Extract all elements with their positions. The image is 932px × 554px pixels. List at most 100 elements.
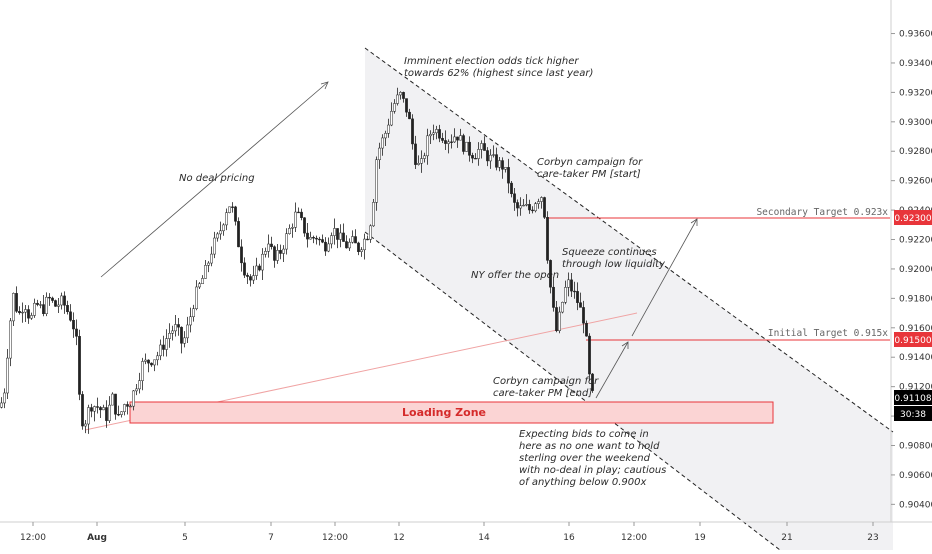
candle-body <box>267 243 270 252</box>
candle-body <box>258 265 261 271</box>
candle-body <box>102 407 105 411</box>
candle-body <box>63 295 66 306</box>
candle-body <box>228 206 231 213</box>
candle-body <box>156 355 159 361</box>
candle-body <box>42 304 45 314</box>
annotations: Imminent election odds tick higher toward… <box>179 56 666 488</box>
annotation-expecting: Expecting bids to come in here as no one … <box>519 429 666 488</box>
candle-body <box>192 308 195 318</box>
candle-body <box>33 302 36 316</box>
candle-body <box>510 182 513 195</box>
time-tick-label: 21 <box>781 533 792 543</box>
candle-body <box>498 160 501 168</box>
price-badges: 0.92300 0.91500 0.91108 30:38 <box>894 210 932 421</box>
annotation-line: care-taker PM [end] <box>493 388 592 399</box>
time-tick-label: 12:00 <box>322 533 348 543</box>
annotation-line: sterling over the weekend <box>519 453 651 464</box>
candle-body <box>144 359 147 362</box>
candle-body <box>9 320 12 359</box>
candle-body <box>189 316 192 326</box>
candle-body <box>483 143 486 151</box>
candle-body <box>384 133 387 139</box>
candle-body <box>459 135 462 141</box>
candle-body <box>522 204 525 207</box>
candle-body <box>357 242 360 252</box>
annotation-line: Expecting bids to come in <box>519 429 649 440</box>
candle-body <box>246 274 249 277</box>
channel-lower-line <box>364 231 781 551</box>
arrow-no-deal-head <box>320 81 329 90</box>
candle-body <box>66 305 69 313</box>
candle-body <box>549 260 552 288</box>
candle-body <box>540 197 543 202</box>
candle-body <box>15 293 18 312</box>
candle-body <box>120 411 123 415</box>
candle-body <box>261 253 264 271</box>
candle-body <box>270 243 273 247</box>
candle-body <box>558 311 561 331</box>
candle-body <box>351 236 354 243</box>
annotation-line: care-taker PM [start] <box>537 169 641 180</box>
candle-body <box>516 202 519 209</box>
candle-body <box>150 362 153 366</box>
candle-body <box>135 388 138 392</box>
candle-body <box>315 237 318 240</box>
candle-body <box>126 404 129 407</box>
candle-body <box>399 92 402 96</box>
candle-body <box>489 154 492 162</box>
candle-body <box>420 158 423 164</box>
candle-body <box>582 307 585 324</box>
candle-body <box>207 262 210 266</box>
candle-body <box>468 141 471 156</box>
candle-body <box>447 141 450 144</box>
candle-body <box>51 297 54 301</box>
candle-body <box>534 203 537 212</box>
channel-upper-line <box>364 47 894 433</box>
candle-body <box>279 250 282 254</box>
candle-body <box>363 238 366 251</box>
candle-body <box>75 328 78 337</box>
secondary-price-badge <box>894 210 932 225</box>
arrow-no-deal <box>100 81 329 278</box>
candle-body <box>90 407 93 412</box>
descending-channel <box>365 48 893 550</box>
candle-body <box>117 414 120 416</box>
candle-body <box>294 211 297 228</box>
candle-body <box>396 94 399 104</box>
candle-body <box>378 147 381 161</box>
candle-body <box>129 405 132 408</box>
last-price-badge-text: 0.91108 <box>894 394 931 404</box>
candle-body <box>417 163 420 165</box>
candle-body <box>87 407 90 425</box>
time-tick-label: 19 <box>694 533 706 543</box>
annotation-corbyn-end: Corbyn campaign for care-taker PM [end] <box>493 376 599 399</box>
initial-price-badge-text: 0.91500 <box>894 336 931 346</box>
candle-body <box>564 287 567 303</box>
annotation-line: Corbyn campaign for <box>493 376 599 387</box>
candle-body <box>243 262 246 276</box>
candle-body <box>177 324 180 328</box>
countdown-badge <box>894 406 932 421</box>
candle-body <box>36 302 39 305</box>
candle-body <box>372 202 375 227</box>
candle-body <box>585 322 588 337</box>
loading-zone-rect <box>129 401 774 424</box>
candle-body <box>408 111 411 120</box>
initial-price-badge <box>894 332 932 347</box>
candle-body <box>342 232 345 242</box>
candle-body <box>402 92 405 99</box>
candle-body <box>234 206 237 222</box>
candle-body <box>588 335 591 375</box>
candle-body <box>114 393 117 415</box>
countdown-badge-text: 30:38 <box>900 410 926 420</box>
candle-body <box>528 204 531 211</box>
time-tick-label: 23 <box>867 533 878 543</box>
candle-body <box>237 221 240 248</box>
